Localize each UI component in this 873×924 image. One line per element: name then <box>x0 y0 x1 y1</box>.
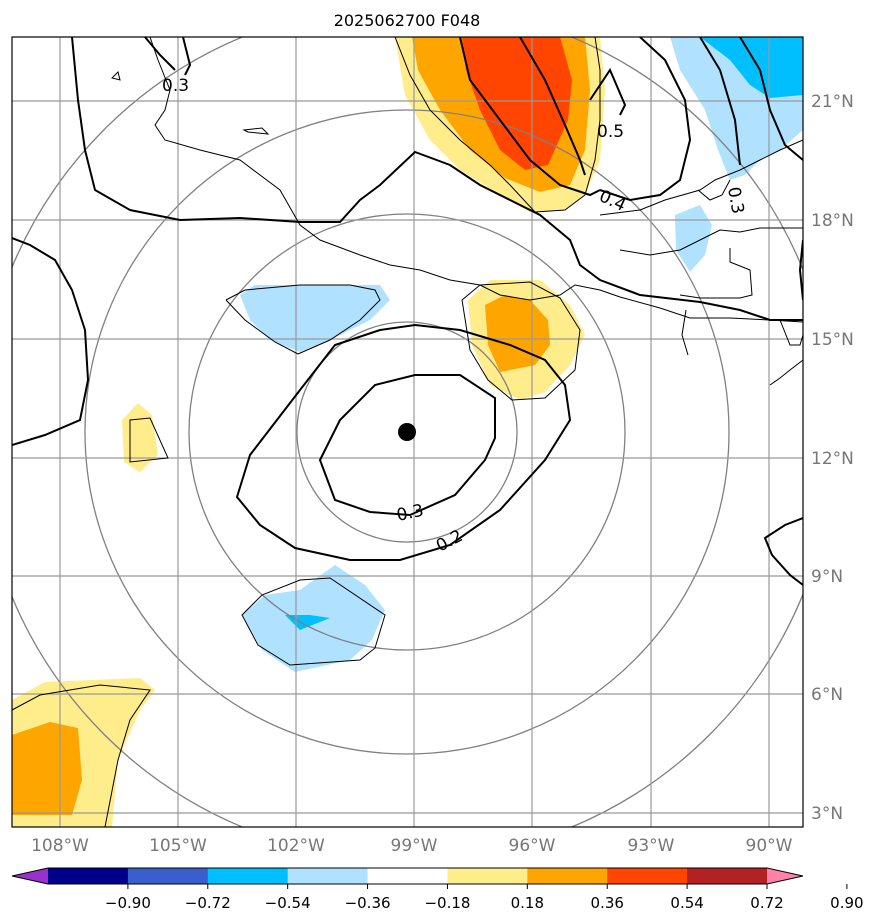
lon-label: 99°W <box>391 836 438 856</box>
longitude-labels: 108°W 105°W 102°W 99°W 96°W 93°W 90°W <box>31 836 793 856</box>
colorbar-segment <box>207 868 289 884</box>
colorbar-outline <box>11 867 804 885</box>
colorbar-segment <box>447 868 528 884</box>
map-title: 2025062700 F048 <box>334 11 481 30</box>
lat-label: 18°N <box>811 211 854 231</box>
map-frame <box>11 36 804 828</box>
colorbar-segment <box>367 868 448 884</box>
latitude-labels: 21°N 18°N 15°N 12°N 9°N 6°N 3°N <box>811 92 854 824</box>
contour-label: 0.3 <box>162 76 189 96</box>
colorbar-segment <box>287 868 369 884</box>
lon-label: 90°W <box>746 836 793 856</box>
colorbar-segments <box>48 868 768 884</box>
range-rings <box>12 37 803 827</box>
contours <box>12 37 803 586</box>
lat-label: 6°N <box>811 685 843 705</box>
colorbar-segment <box>687 868 768 884</box>
lon-label: 93°W <box>628 836 675 856</box>
colorbar-tick-label: −0.90 <box>105 894 151 912</box>
lon-label: 108°W <box>31 836 89 856</box>
colorbar-segment <box>127 868 209 884</box>
colorbar-tick-label: 0.36 <box>591 894 624 912</box>
lon-label: 105°W <box>149 836 207 856</box>
lon-label: 102°W <box>267 836 325 856</box>
positive-anomaly-east-moderate <box>485 295 550 372</box>
graticule <box>12 37 803 827</box>
storm-center-marker <box>398 423 416 441</box>
colorbar-tick-label: 0.18 <box>511 894 544 912</box>
positive-anomaly-strong <box>462 37 572 170</box>
lat-label: 9°N <box>811 567 843 587</box>
positive-anomaly-southwest-moderate <box>12 722 82 815</box>
contour-label: 0.3 <box>723 185 747 215</box>
colorbar-tick-label: −0.54 <box>265 894 311 912</box>
colorbar-ticks: −0.90 −0.72 −0.54 −0.36 −0.18 0.18 0.36 0.54 0.7… <box>105 884 864 912</box>
map-area: 0.3 0.5 0.4 0.3 0.3 0.2 <box>12 37 803 827</box>
colorbar-extend-min <box>12 868 48 884</box>
colorbar-tick-label: 0.72 <box>750 894 783 912</box>
colorbar-extend-max <box>767 868 803 884</box>
contour-label: 0.5 <box>597 122 624 142</box>
lat-label: 12°N <box>811 449 854 469</box>
colorbar-segment <box>527 868 608 884</box>
negative-anomaly-moderate <box>700 37 803 98</box>
lat-label: 21°N <box>811 92 854 112</box>
lon-label: 96°W <box>509 836 556 856</box>
colorbar-tick-label: 0.54 <box>670 894 703 912</box>
lat-label: 3°N <box>811 804 843 824</box>
colorbar-tick-label: 0.90 <box>830 894 863 912</box>
colorbar-segment <box>607 868 688 884</box>
colorbar-tick-label: −0.72 <box>185 894 231 912</box>
colorbar-segment <box>48 868 129 884</box>
colorbar-tick-label: −0.36 <box>345 894 391 912</box>
colorbar: −0.90 −0.72 −0.54 −0.36 −0.18 0.18 0.36 0.54 0.7… <box>11 867 864 912</box>
lat-label: 15°N <box>811 330 854 350</box>
negative-anomaly-small <box>675 205 712 272</box>
colorbar-tick-label: −0.18 <box>424 894 470 912</box>
negative-anomaly-west <box>240 285 390 352</box>
